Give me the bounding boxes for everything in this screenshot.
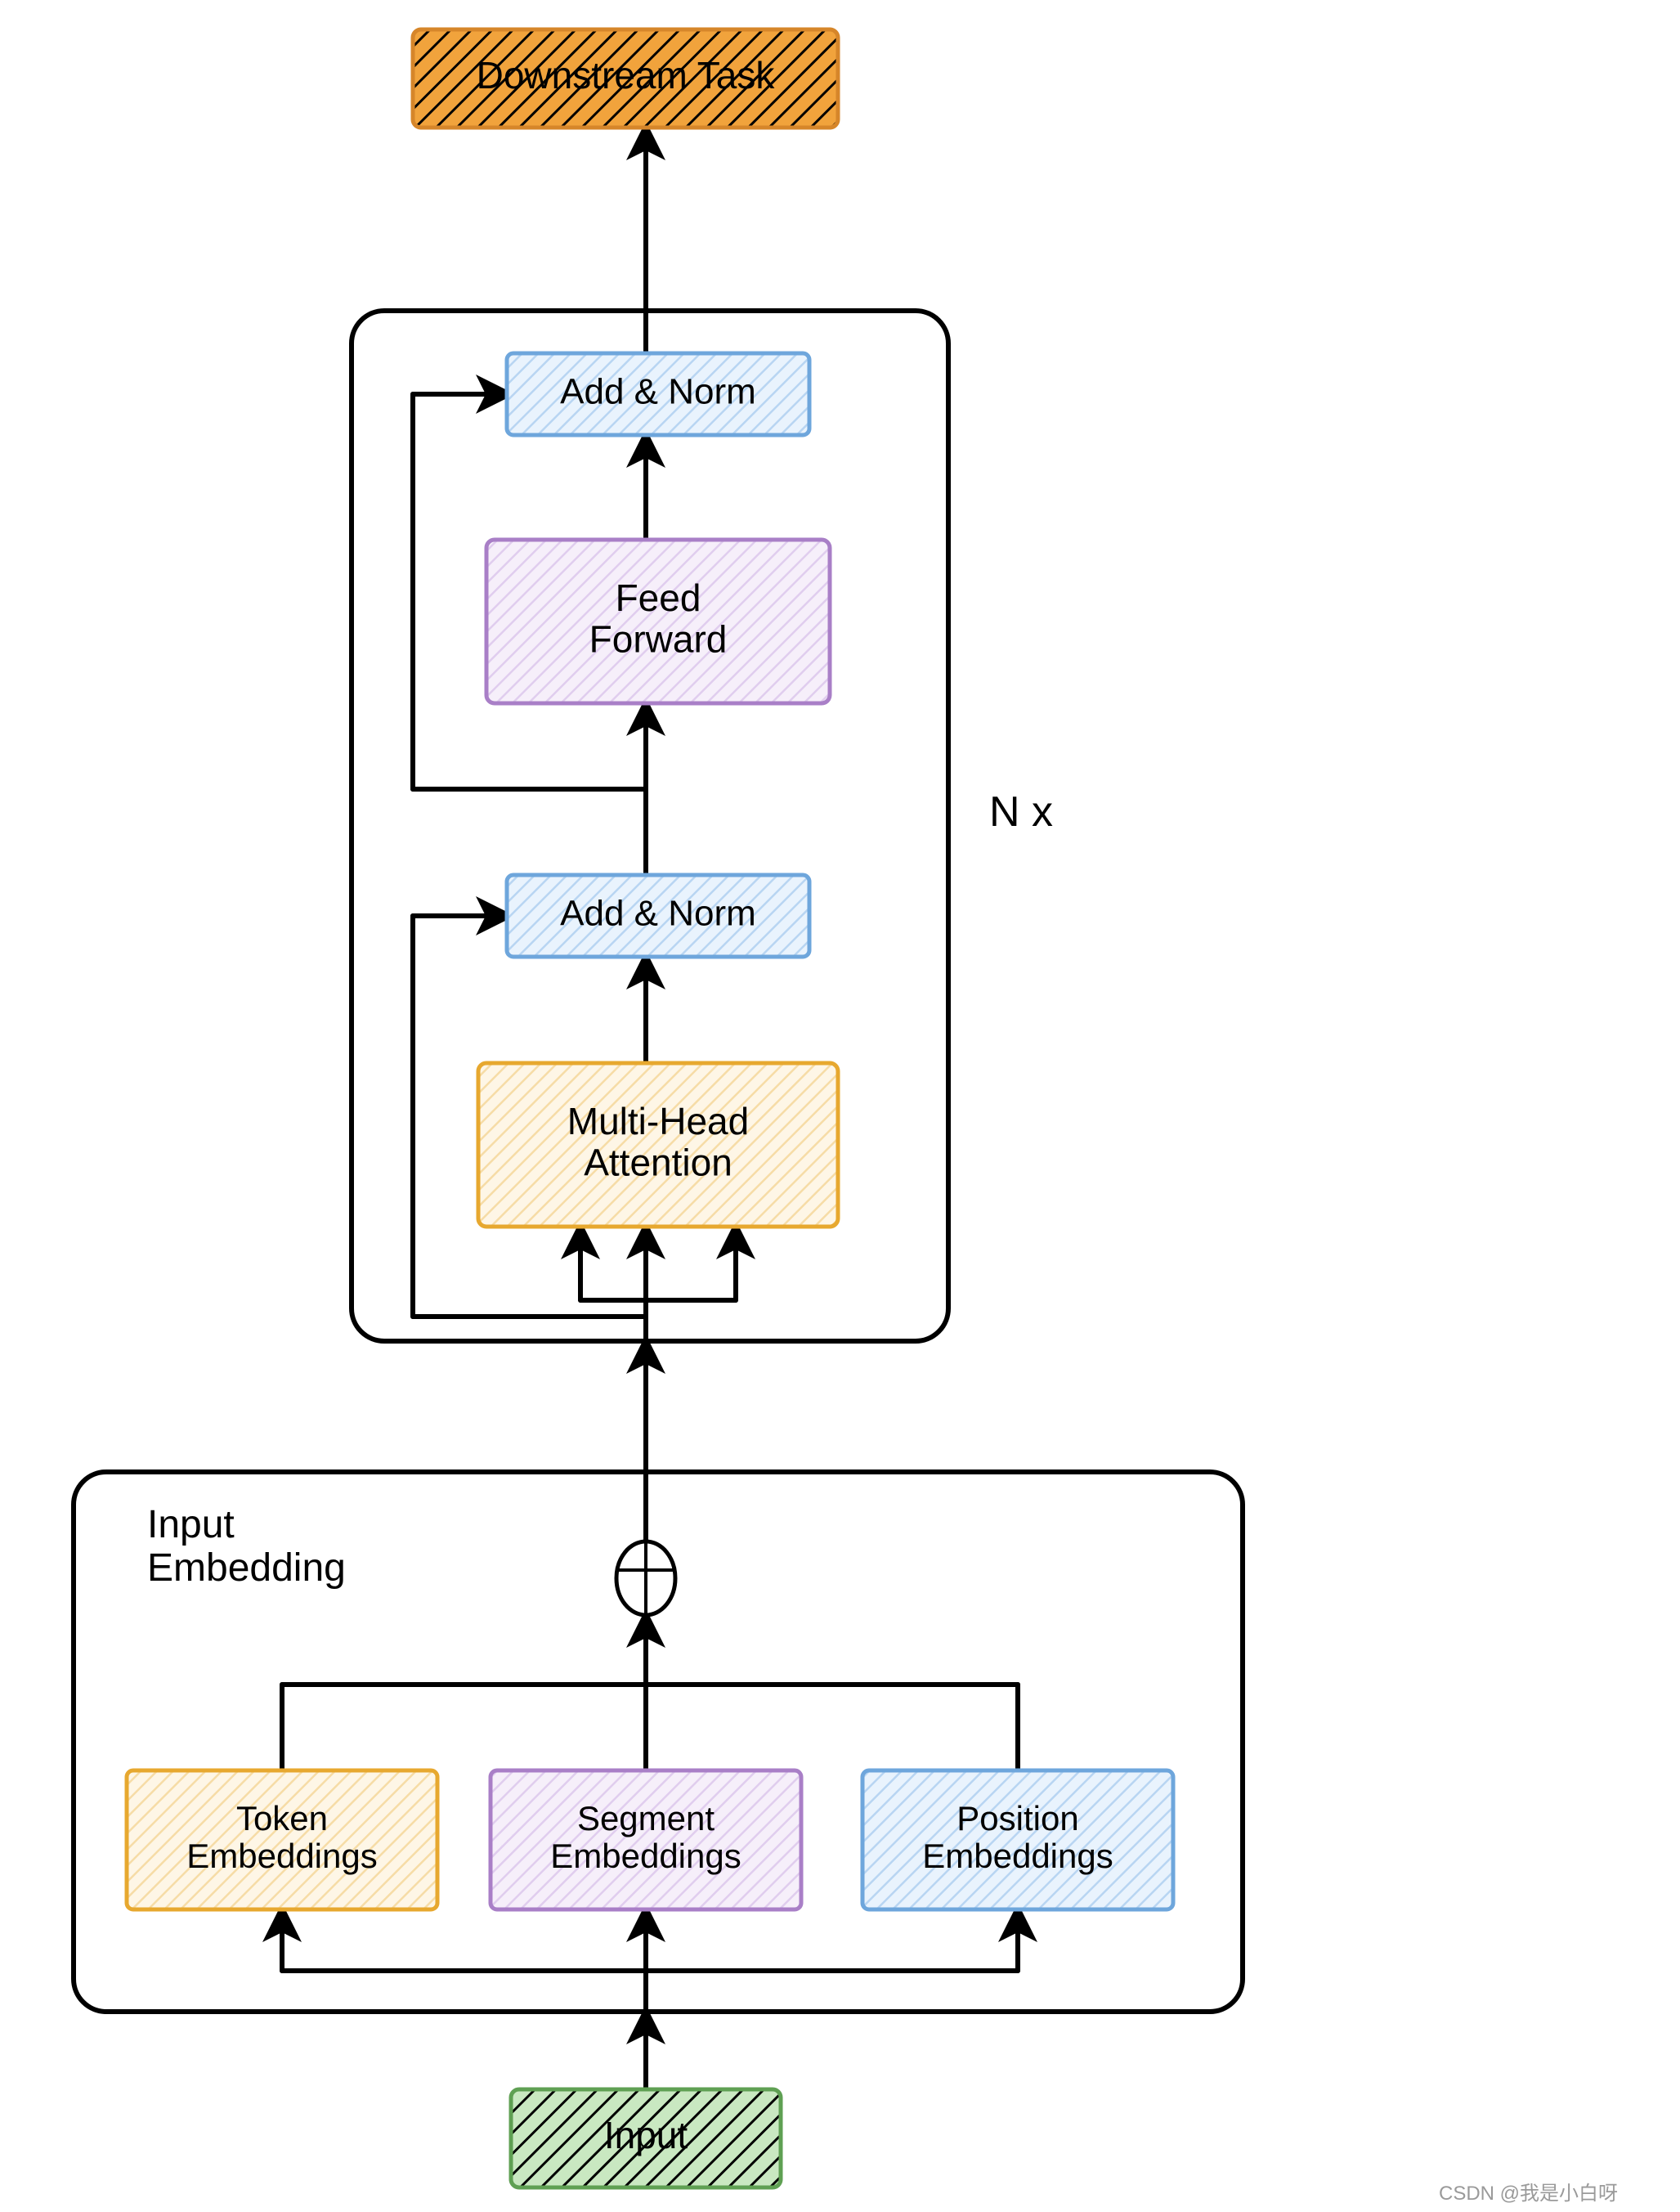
- addnorm-mid-box: Add & Norm: [507, 875, 809, 957]
- multihead-attention-box: Multi-HeadAttention: [478, 1063, 838, 1227]
- multihead-attention-box-label: Multi-Head: [567, 1100, 749, 1142]
- feedforward-box-label: Feed: [616, 577, 701, 619]
- feedforward-box-label-2: Forward: [589, 617, 728, 660]
- token-embeddings-box-label-2: Embeddings: [186, 1837, 377, 1875]
- watermark: CSDN @我是小白呀: [1439, 2183, 1618, 2205]
- addnorm-top-box: Add & Norm: [507, 353, 809, 435]
- position-embeddings-box-label-2: Embeddings: [922, 1837, 1113, 1875]
- addnorm-mid-box-label: Add & Norm: [560, 894, 756, 934]
- multihead-attention-box-label-2: Attention: [584, 1141, 732, 1183]
- token-embeddings-box-label: Token: [236, 1799, 328, 1837]
- input-box: Input: [511, 2089, 781, 2187]
- input-box-label: Input: [604, 2114, 688, 2156]
- addnorm-top-box-label: Add & Norm: [560, 372, 756, 412]
- segment-embeddings-box-label-2: Embeddings: [550, 1837, 741, 1875]
- token-embeddings-box: TokenEmbeddings: [127, 1770, 437, 1909]
- feedforward-box: FeedForward: [486, 540, 830, 703]
- segment-embeddings-box-label: Segment: [577, 1799, 715, 1837]
- segment-embeddings-box: SegmentEmbeddings: [491, 1770, 801, 1909]
- input-embedding-label: Input: [147, 1503, 235, 1546]
- downstream-task-box-label: Downstream Task: [477, 54, 776, 96]
- position-embeddings-box: PositionEmbeddings: [862, 1770, 1173, 1909]
- position-embeddings-box-label: Position: [956, 1799, 1078, 1837]
- input-embedding-label-2: Embedding: [147, 1546, 346, 1590]
- repeat-n-label: N x: [989, 788, 1053, 836]
- downstream-task-box: Downstream Task: [413, 29, 838, 128]
- sum-junction-icon: [616, 1541, 675, 1615]
